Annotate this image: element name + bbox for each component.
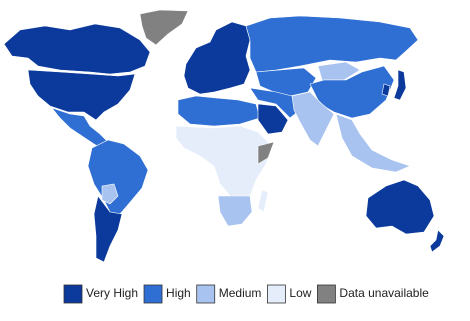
mongolia	[317, 61, 361, 81]
southern-cone	[93, 195, 123, 263]
madagascar	[257, 189, 269, 213]
legend-swatch	[143, 284, 163, 304]
central-asia	[255, 67, 317, 97]
world-map	[3, 9, 445, 263]
russia	[245, 15, 419, 73]
greenland	[139, 9, 189, 46]
subsaharan-africa	[175, 125, 273, 199]
united-states	[27, 69, 136, 121]
legend: Very High High Medium Low Data unavailable	[63, 284, 429, 304]
legend-label: High	[166, 286, 191, 300]
legend-swatch	[63, 284, 83, 304]
legend-label: Medium	[219, 286, 262, 300]
middle-east	[249, 87, 301, 119]
legend-swatch	[196, 284, 216, 304]
legend-swatch	[267, 284, 286, 304]
south-asia	[291, 91, 335, 147]
southeast-asia	[335, 113, 411, 173]
korea	[381, 83, 391, 97]
china	[309, 65, 395, 119]
saudi-arabia	[257, 103, 289, 135]
legend-label: Data unavailable	[339, 286, 429, 300]
europe	[183, 21, 251, 95]
southern-africa	[217, 195, 253, 227]
australia	[365, 179, 435, 235]
legend-label: Very High	[86, 286, 138, 300]
somalia	[257, 141, 275, 165]
canada	[3, 23, 151, 75]
japan	[393, 69, 407, 101]
bolivia	[101, 183, 119, 205]
legend-label: Low	[289, 286, 311, 300]
legend-swatch	[317, 284, 336, 304]
north-africa	[177, 95, 261, 127]
new-zealand	[429, 229, 445, 253]
